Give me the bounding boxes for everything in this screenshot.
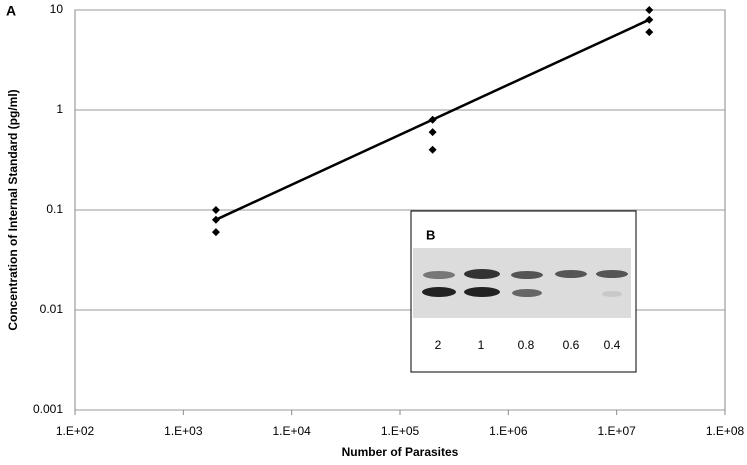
point	[645, 28, 654, 37]
y-tick-label: 10	[50, 2, 64, 16]
lane-label: 0.6	[563, 338, 580, 352]
y-tick-label: 1	[56, 102, 63, 116]
point	[428, 128, 437, 137]
lane-label: 0.4	[604, 338, 621, 352]
point	[211, 206, 220, 214]
y-axis-title: Concentration of Internal Standard (pg/m…	[6, 89, 20, 330]
point	[211, 228, 220, 237]
y-tick-label: 0.01	[40, 302, 64, 316]
inset-label: B	[426, 227, 435, 242]
y-tick-label: 0.1	[46, 202, 63, 216]
x-tick-label: 1.E+06	[489, 424, 528, 438]
gel-bands	[422, 269, 628, 297]
x-tick-label: 1.E+02	[56, 424, 95, 438]
x-tick-label: 1.E+08	[706, 424, 745, 438]
point	[428, 145, 437, 154]
x-axis-title: Number of Parasites	[342, 445, 459, 459]
y-tick-label: 0.001	[33, 402, 63, 416]
gel-image	[413, 248, 631, 318]
data-layer: 0.001 0.01 0.1 1 10 1.E+02 1.E+03 1.E+04 1.E+05 1…	[33, 2, 745, 438]
x-tick-label: 1.E+04	[272, 424, 311, 438]
lane-label: 2	[435, 338, 442, 352]
x-tick-label: 1.E+07	[597, 424, 636, 438]
point	[645, 6, 654, 14]
lane-label: 1	[478, 338, 485, 352]
lane-label: 0.8	[518, 338, 535, 352]
x-tick-label: 1.E+05	[381, 424, 420, 438]
inset: B 2 1 0.8 0.6 0.4	[410, 210, 637, 373]
panel-label: A	[6, 3, 16, 19]
x-tick-label: 1.E+03	[164, 424, 203, 438]
fit-line	[215, 18, 650, 221]
